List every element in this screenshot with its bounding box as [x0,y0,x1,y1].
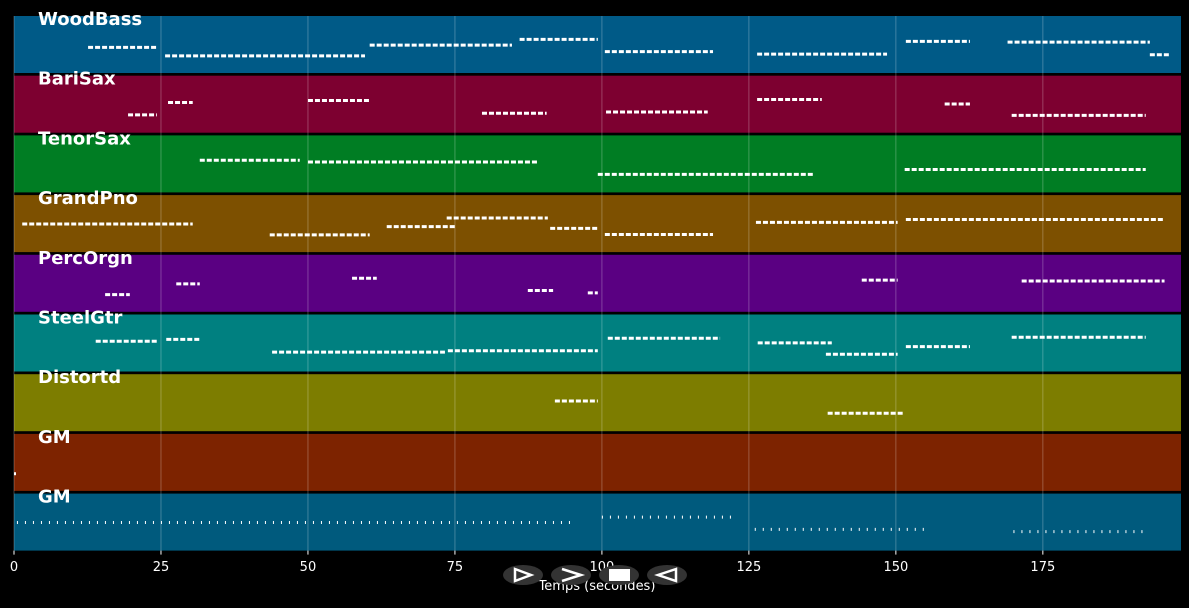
play-button[interactable] [503,565,543,585]
track-lane [14,16,1181,73]
x-tick-label: 125 [736,560,761,575]
track-lane [14,374,1181,432]
plot: 0 25 50 75 100 125 150 175WoodBassBariSaxTenorS… [10,9,1181,575]
rewind-icon [654,567,678,583]
x-tick-label: 25 [153,560,170,575]
track-label: Distortd [38,367,121,388]
play-icon [513,567,535,583]
track-label: PercOrgn [38,248,133,269]
track-lane [14,254,1181,312]
stop-icon [609,569,630,581]
track-lane [14,433,1181,491]
x-tick-label: 50 [300,560,317,575]
track-lane [14,135,1181,193]
track-lane [14,314,1181,372]
x-tick-label: 0 [10,560,18,575]
track-label: BariSax [38,69,116,90]
x-axis-label: Temps (secondes) [538,579,656,594]
forward-icon [561,567,586,583]
track-label: GM [38,487,71,508]
track-label: GrandPno [38,188,138,209]
track-label: SteelGtr [38,308,123,329]
track-label: GM [38,427,71,448]
playback-controls [503,565,687,585]
track-label: WoodBass [38,9,142,30]
track-lane [14,493,1181,551]
x-tick-label: 175 [1030,560,1055,575]
track-label: TenorSax [38,128,131,149]
rewind-button[interactable] [647,565,687,585]
track-lane [14,75,1181,133]
x-tick-label: 150 [883,560,908,575]
x-tick-label: 75 [447,560,464,575]
track-lane [14,195,1181,253]
forward-button[interactable] [551,565,591,585]
